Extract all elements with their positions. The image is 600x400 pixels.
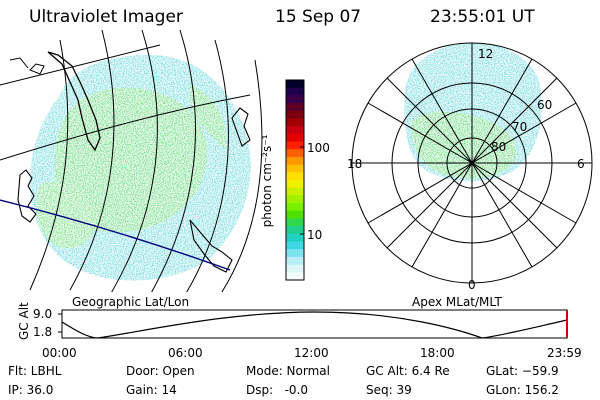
- color-bar-segment: [286, 226, 304, 235]
- gain-value: Gain: 14: [126, 383, 177, 397]
- mode-value: Mode: Normal: [246, 364, 330, 378]
- mlat-ring-70: 70: [512, 120, 528, 134]
- color-bar-segment: [286, 210, 304, 219]
- color-bar-segment: [286, 126, 304, 135]
- mlt-label-0: 0: [468, 278, 476, 292]
- color-bar-frame: [285, 79, 305, 281]
- color-bar-segment: [286, 272, 304, 281]
- gc-alt-tick-1-8: 1.8: [33, 325, 53, 339]
- gc-alt-tick-9: 9.0: [33, 307, 53, 321]
- color-bar-segment: [286, 241, 304, 250]
- color-bar-segment: [286, 149, 304, 158]
- dsp-value: Dsp: -0.0: [246, 383, 309, 397]
- time-tick-1200: 12:00: [294, 346, 329, 360]
- color-bar-segment: [286, 80, 304, 89]
- gc-alt-value: GC Alt: 6.4 Re: [366, 364, 450, 378]
- apex-panel-label: Apex MLat/MLT: [412, 295, 502, 309]
- door-status: Door: Open: [126, 364, 195, 378]
- color-bar-segment: [286, 87, 304, 96]
- color-bar-segment: [286, 118, 304, 127]
- mlt-label-18: 18: [347, 157, 363, 171]
- mlat-ring-80: 80: [491, 140, 507, 154]
- mlt-label-12: 12: [478, 47, 494, 61]
- time-tick-2359: 23:59: [547, 346, 582, 360]
- sequence-value: Seq: 39: [366, 383, 412, 397]
- altitude-plot-frame: [61, 309, 568, 339]
- color-bar-segment: [286, 156, 304, 166]
- instrument-title: Ultraviolet Imager: [29, 7, 183, 27]
- mlat-ring-60: 60: [537, 98, 553, 112]
- geographic-panel-label: Geographic Lat/Lon: [72, 295, 190, 309]
- color-bar: [286, 80, 304, 281]
- time-tick-0600: 06:00: [168, 346, 203, 360]
- color-bar-segment: [286, 187, 304, 196]
- color-bar-segment: [286, 233, 304, 243]
- color-bar-segment: [286, 172, 304, 181]
- time-tick-1800: 18:00: [420, 346, 455, 360]
- colorbar-unit-text: photon cm⁻²s⁻¹: [260, 134, 274, 228]
- flight-mode: Flt: LBHL: [8, 364, 62, 378]
- glon-value: GLon: 156.2: [486, 383, 559, 397]
- mlt-label-6: 6: [577, 157, 585, 171]
- color-bar-segment: [286, 164, 304, 173]
- color-bar-segment: [286, 110, 304, 119]
- ip-value: IP: 36.0: [8, 383, 54, 397]
- time-label: 23:55:01 UT: [430, 7, 535, 27]
- colorbar-tick-10: 10: [307, 228, 323, 242]
- color-bar-segment: [286, 180, 304, 189]
- polar-image: [404, 43, 542, 182]
- color-bar-segment: [286, 249, 304, 258]
- color-bar-segment: [286, 195, 304, 204]
- color-bar-segment: [286, 141, 304, 150]
- color-bar-segment: [286, 103, 304, 112]
- glat-value: GLat: −59.9: [486, 364, 559, 378]
- gc-alt-axis-label: GC Alt: [17, 302, 31, 340]
- colorbar-tick-100: 100: [307, 141, 330, 155]
- color-bar-segment: [286, 256, 304, 266]
- geographic-image: [0, 30, 263, 292]
- color-bar-segment: [286, 203, 304, 212]
- date-label: 15 Sep 07: [275, 7, 362, 27]
- altitude-curve: [61, 311, 568, 339]
- color-bar-segment: [286, 95, 304, 104]
- color-bar-segment: [286, 133, 304, 143]
- color-bar-segment: [286, 264, 304, 273]
- color-bar-segment: [286, 218, 304, 227]
- time-tick-0000: 00:00: [42, 346, 77, 360]
